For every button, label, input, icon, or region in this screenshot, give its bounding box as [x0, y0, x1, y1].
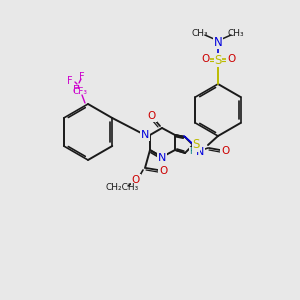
Text: CH₂CH₃: CH₂CH₃	[105, 184, 139, 193]
Text: O: O	[159, 166, 167, 176]
Text: CH₃: CH₃	[192, 29, 208, 38]
Text: N: N	[141, 130, 149, 140]
Text: O: O	[227, 54, 235, 64]
Text: O: O	[132, 175, 140, 185]
Text: F: F	[79, 72, 85, 82]
Text: CF₃: CF₃	[73, 88, 88, 97]
Text: F: F	[73, 85, 79, 95]
Text: S: S	[192, 139, 200, 152]
Text: N: N	[158, 153, 166, 163]
Text: N: N	[196, 147, 204, 157]
Text: CH₃: CH₃	[228, 29, 244, 38]
Text: O: O	[201, 54, 209, 64]
Text: O: O	[221, 146, 229, 156]
Text: H: H	[190, 148, 196, 157]
Text: S: S	[214, 53, 222, 67]
Text: F: F	[67, 76, 73, 86]
Text: O: O	[148, 111, 156, 121]
Text: N: N	[214, 35, 222, 49]
